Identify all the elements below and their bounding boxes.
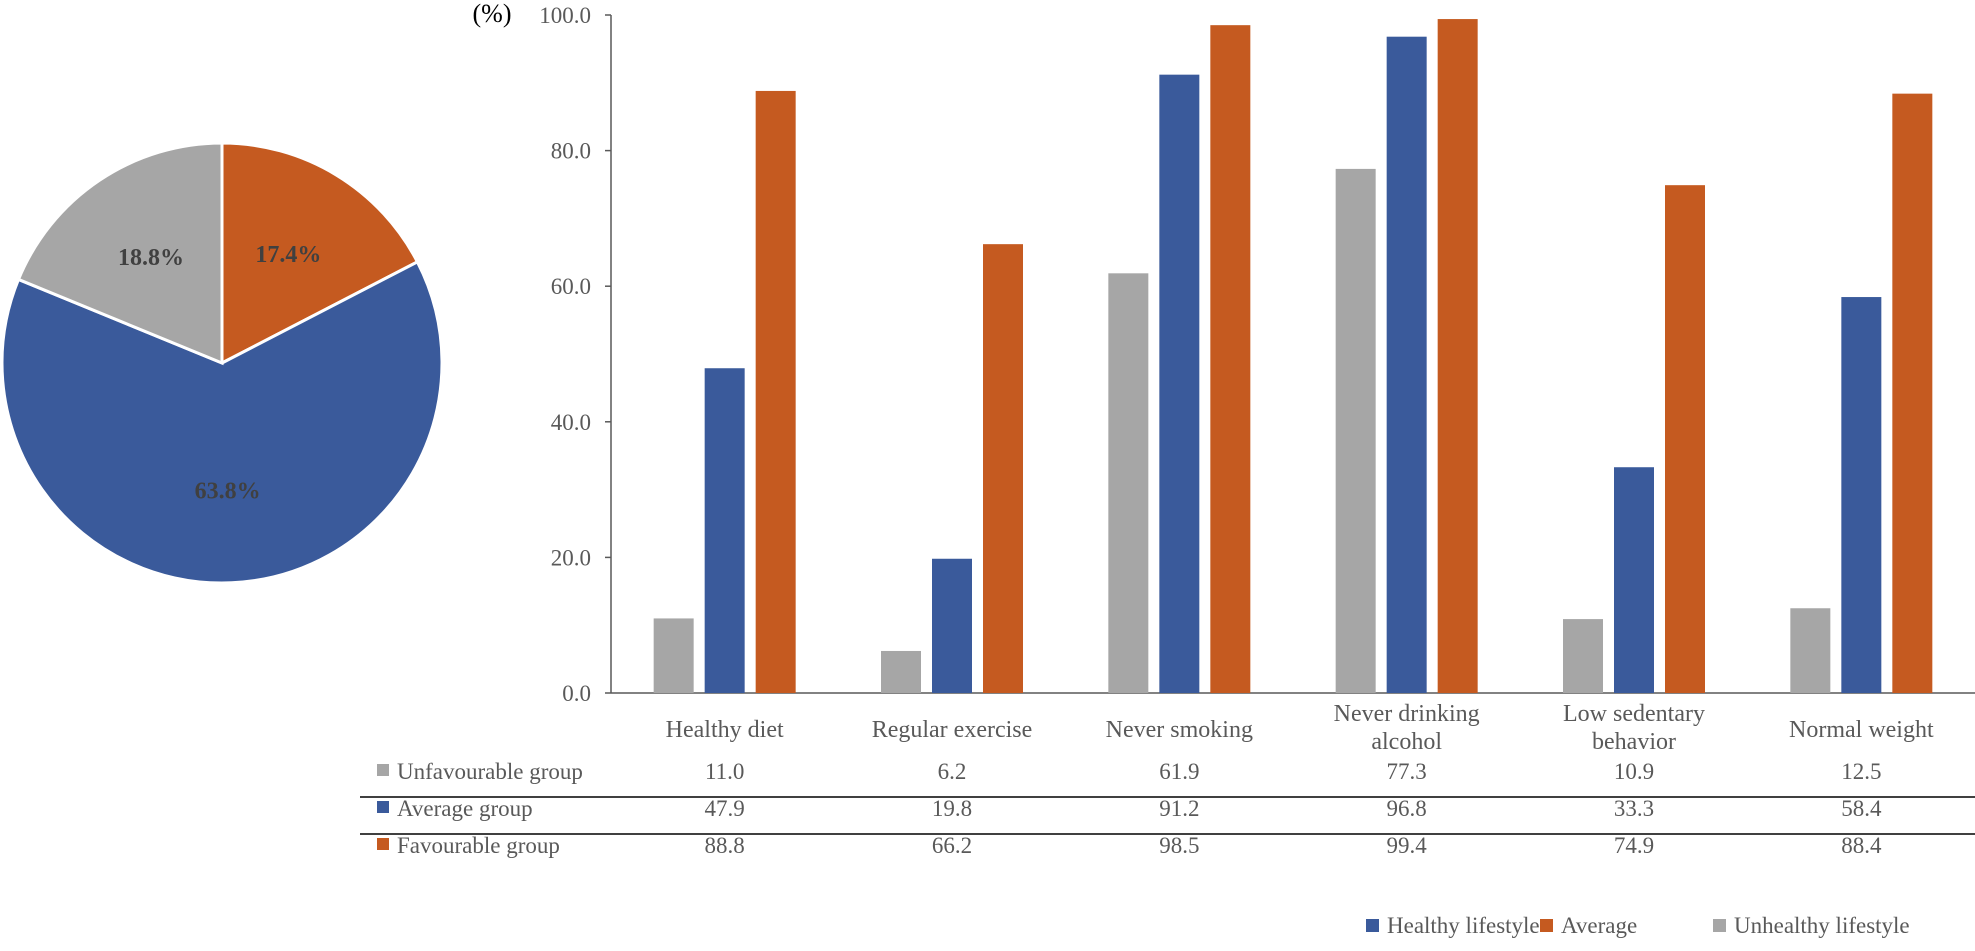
pie-slice-label: 18.8% — [118, 245, 184, 271]
y-tick-label: 100.0 — [539, 3, 591, 28]
data-table: Unfavourable group 11.0 6.2 61.9 77.3 10.9 12.… — [360, 759, 1975, 858]
bar-unfavourable-group — [653, 618, 694, 693]
x-tick-label: Healthy diet — [666, 717, 784, 743]
y-axis-label: (%) — [473, 0, 512, 28]
y-tick-label: 0.0 — [562, 681, 591, 706]
x-tick-label: Never smoking — [1106, 717, 1253, 743]
bar-average-group — [932, 558, 972, 693]
table-cell: 88.8 — [705, 833, 745, 858]
table-series-label: Unfavourable group — [397, 759, 583, 784]
table-cell: 33.3 — [1614, 796, 1654, 821]
table-series-key — [377, 764, 389, 776]
bar-favourable-group — [1437, 19, 1478, 694]
pie-slice-average — [220, 141, 420, 366]
pie-slice-unhealthy-lifestyle — [16, 141, 224, 366]
table-cell: 11.0 — [705, 759, 744, 784]
legend-label: Average — [1561, 913, 1637, 938]
pie-slice-label: 63.8% — [195, 478, 261, 504]
bar-average-group — [1841, 297, 1882, 693]
x-tick-label: behavior — [1592, 729, 1676, 755]
bar-unfavourable-group — [1335, 168, 1376, 693]
x-tick-label: Regular exercise — [872, 717, 1033, 743]
bar-chart: 0.0 20.0 40.0 60.0 80.0 100.0 (%) Healthy diet R… — [473, 0, 1975, 755]
x-tick-label: Low sedentary — [1563, 701, 1705, 727]
y-tick-label: 80.0 — [551, 139, 591, 164]
bar-average-group — [1614, 467, 1654, 693]
y-tick-label: 60.0 — [551, 274, 591, 299]
bar-favourable-group — [1210, 25, 1251, 694]
table-cell: 47.9 — [705, 796, 745, 821]
pie-chart: 17.4% 63.8% 18.8% — [0, 141, 444, 585]
y-tick-label: 40.0 — [551, 410, 591, 435]
x-tick-label: Normal weight — [1789, 717, 1934, 743]
legend: Healthy lifestyle Average Unhealthy lifest… — [1366, 913, 1910, 938]
table-cell: 61.9 — [1159, 759, 1199, 784]
bar-unfavourable-group — [1108, 273, 1149, 693]
table-cell: 91.2 — [1159, 796, 1199, 821]
table-cell: 66.2 — [932, 833, 972, 858]
pie-slice-healthy-lifestyle — [0, 259, 444, 585]
table-series-key — [377, 838, 389, 850]
bar-favourable-group — [755, 90, 796, 694]
x-tick-label: Never drinking — [1334, 701, 1480, 727]
table-cell: 99.4 — [1387, 833, 1428, 858]
table-cell: 58.4 — [1841, 796, 1882, 821]
table-cell: 10.9 — [1614, 759, 1654, 784]
table-cell: 6.2 — [938, 759, 967, 784]
table-cell: 74.9 — [1614, 833, 1654, 858]
table-cell: 88.4 — [1841, 833, 1882, 858]
bar-average-group — [1159, 74, 1200, 693]
table-cell: 77.3 — [1387, 759, 1427, 784]
legend-key — [1540, 919, 1553, 932]
bar-unfavourable-group — [1563, 619, 1603, 693]
pie-slice-label: 17.4% — [255, 242, 321, 268]
bar-favourable-group — [983, 244, 1023, 693]
table-cell: 98.5 — [1159, 833, 1199, 858]
bar-average-group — [1386, 36, 1427, 694]
bar-unfavourable-group — [881, 650, 921, 693]
legend-key — [1713, 919, 1726, 932]
table-cell: 19.8 — [932, 796, 972, 821]
y-tick-label: 20.0 — [551, 545, 591, 570]
legend-label: Unhealthy lifestyle — [1734, 913, 1910, 938]
bar-favourable-group — [1892, 93, 1933, 693]
table-cell: 96.8 — [1387, 796, 1427, 821]
bar-average-group — [704, 368, 745, 693]
bar-favourable-group — [1665, 185, 1705, 694]
bar-unfavourable-group — [1790, 608, 1831, 693]
table-series-label: Average group — [397, 796, 533, 821]
table-series-label: Favourable group — [397, 833, 560, 858]
table-series-key — [377, 801, 389, 813]
table-cell: 12.5 — [1841, 759, 1881, 784]
legend-label: Healthy lifestyle — [1387, 913, 1540, 938]
x-tick-label: alcohol — [1371, 729, 1442, 755]
legend-key — [1366, 919, 1379, 932]
